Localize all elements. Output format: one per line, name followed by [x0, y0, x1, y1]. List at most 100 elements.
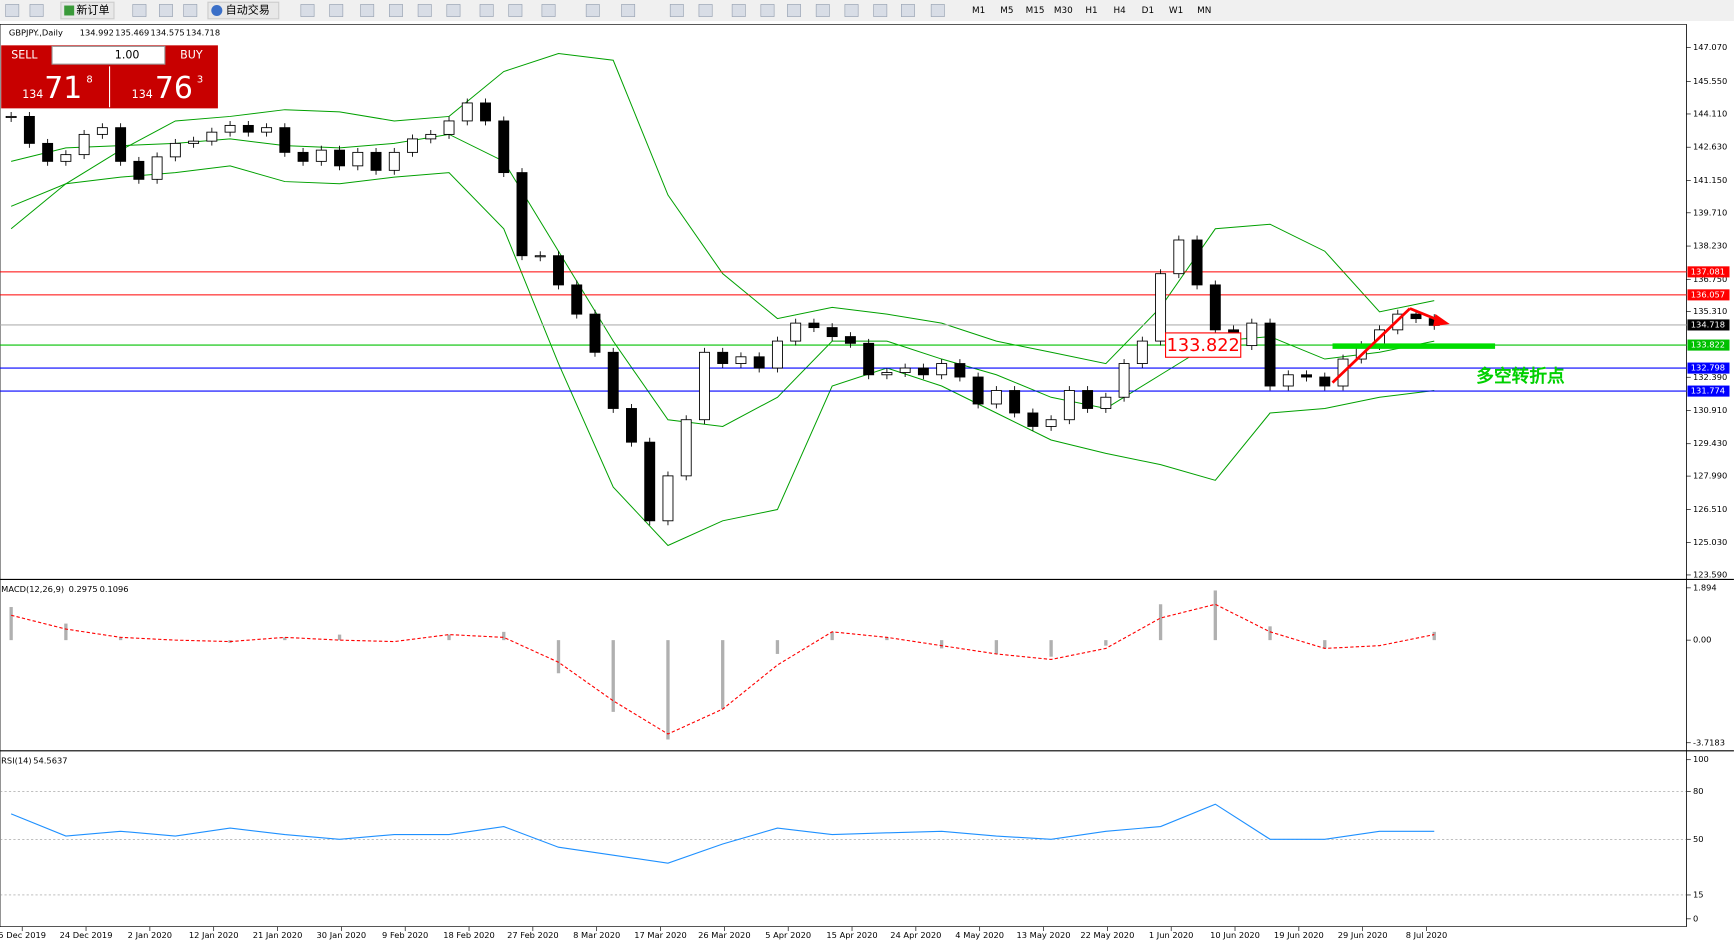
candle	[461, 102, 473, 122]
candle	[443, 120, 455, 135]
candle	[589, 313, 601, 353]
candle	[334, 149, 346, 167]
candle	[5, 115, 17, 118]
x-tick-label: 30 Jan 2020	[317, 930, 367, 940]
toolbar-icon	[760, 4, 775, 17]
candle	[790, 322, 802, 342]
toolbar-icon	[300, 4, 315, 17]
candle	[826, 327, 838, 338]
candle	[425, 133, 437, 140]
y-tick-label: 80	[1693, 786, 1704, 796]
candle	[881, 372, 893, 376]
candle	[516, 172, 528, 257]
price-annotation-box	[1165, 332, 1242, 358]
y-tick-label: 139.710	[1693, 207, 1727, 217]
candle	[1100, 396, 1112, 409]
price-level-tag	[1687, 266, 1730, 278]
y-tick-label: -3.7183	[1693, 737, 1725, 747]
auto-trading-button[interactable]	[207, 1, 280, 20]
timeframe-button[interactable]: M15	[1026, 6, 1045, 16]
rsi-value: 54.5637	[33, 755, 67, 765]
x-tick-label: 15 Apr 2020	[826, 930, 877, 940]
lot-value[interactable]: 1.00	[115, 48, 140, 61]
timeframe-button[interactable]: M1	[972, 6, 985, 16]
ohlc-header: 134.992 135.469 134.575 134.718	[80, 28, 220, 38]
sell-price-big[interactable]: 134	[22, 88, 43, 101]
y-tick-label: 123.590	[1693, 569, 1727, 579]
candle	[1155, 273, 1167, 342]
candle	[388, 151, 400, 171]
toolbar-icon	[329, 4, 344, 17]
price-level-tag	[1687, 385, 1730, 397]
new-order-label[interactable]: 新订单	[76, 3, 109, 17]
price-level-tag	[1687, 362, 1730, 374]
candle	[1027, 412, 1039, 427]
timeframe-button[interactable]: H1	[1085, 6, 1097, 16]
arrow-up	[1331, 307, 1411, 384]
candle	[42, 142, 54, 162]
x-tick-label: 17 Mar 2020	[634, 930, 687, 940]
candle	[808, 322, 820, 329]
x-tick-label: 8 Mar 2020	[573, 930, 620, 940]
buy-price-big[interactable]: 134	[132, 88, 153, 101]
toolbar-icon	[731, 4, 746, 17]
price-annotation: 133.822	[1167, 336, 1240, 356]
macd-signal-value: 0.1096	[100, 584, 129, 594]
x-tick-label: 4 May 2020	[955, 930, 1004, 940]
candle	[954, 363, 966, 378]
buy-label[interactable]: BUY	[180, 48, 203, 61]
timeframe-button[interactable]: D1	[1142, 6, 1154, 16]
sell-label[interactable]: SELL	[11, 48, 38, 61]
candle	[133, 160, 145, 180]
x-tick-label: 2 Jan 2020	[128, 930, 172, 940]
timeframe-button[interactable]: MN	[1197, 6, 1211, 16]
main-chart: 147.070 145.550 144.110 142.630 141.150 139.7…	[0, 42, 1730, 579]
buy-price-main[interactable]: 76	[155, 71, 193, 106]
candle	[735, 356, 747, 364]
y-tick-label: 129.430	[1693, 438, 1727, 448]
toolbar-icon	[5, 4, 20, 17]
y-tick-label: 136.750	[1693, 274, 1727, 284]
ohlc-value: 134.575	[150, 28, 184, 38]
candle	[553, 255, 564, 286]
symbol-label: GBPJPY.,Daily	[9, 28, 63, 38]
toolbar-icon	[844, 4, 859, 17]
sell-price-main[interactable]: 71	[44, 71, 82, 106]
buy-price-sup[interactable]: 3	[197, 75, 203, 86]
one-click-trading[interactable]: SELL 1.00 BUY 134 71 8 134 76 3	[1, 45, 218, 109]
candle	[753, 356, 765, 369]
toolbar-icon	[479, 4, 494, 17]
lot-input[interactable]	[51, 45, 166, 65]
timeframe-button[interactable]: M5	[1000, 6, 1013, 16]
macd-label: MACD(12,26,9)	[1, 584, 64, 594]
toolbar-icon	[417, 4, 432, 17]
candle	[169, 142, 181, 158]
macd-panel: MACD(12,26,9) 0.2975 0.1096 1.894 0.00 -3.718…	[1, 582, 1725, 747]
timeframe-button[interactable]: H4	[1114, 6, 1127, 16]
timeframe-button[interactable]: M30	[1054, 6, 1073, 16]
toolbar-icon	[29, 4, 44, 17]
auto-trading-label[interactable]: 自动交易	[226, 3, 270, 17]
toolbar-icon	[873, 4, 888, 17]
x-tick-label: 24 Apr 2020	[890, 930, 941, 940]
y-tick-label: 125.030	[1693, 537, 1727, 547]
candle	[899, 367, 911, 373]
toolbar-icon	[787, 4, 801, 17]
rsi-panel: RSI(14) 54.5637 100 80 50 15 0	[0, 754, 1709, 923]
candle	[1063, 390, 1075, 421]
sell-price-sup[interactable]: 8	[86, 75, 92, 86]
rsi-line	[10, 803, 1435, 864]
x-tick-label: 26 Mar 2020	[698, 930, 751, 940]
sell-button[interactable]	[3, 46, 48, 65]
toolbar-icon	[360, 4, 375, 17]
candle	[1118, 363, 1130, 398]
price-level-label: 132.798	[1691, 363, 1725, 373]
toolbar-icon	[446, 4, 461, 17]
x-tick-label: 18 Feb 2020	[443, 930, 495, 940]
timeframe-button[interactable]: W1	[1169, 6, 1183, 16]
y-tick-label: 147.070	[1693, 42, 1727, 52]
toolbar-icon	[389, 4, 403, 17]
candle	[115, 127, 127, 162]
bollinger-lower	[10, 165, 1435, 547]
